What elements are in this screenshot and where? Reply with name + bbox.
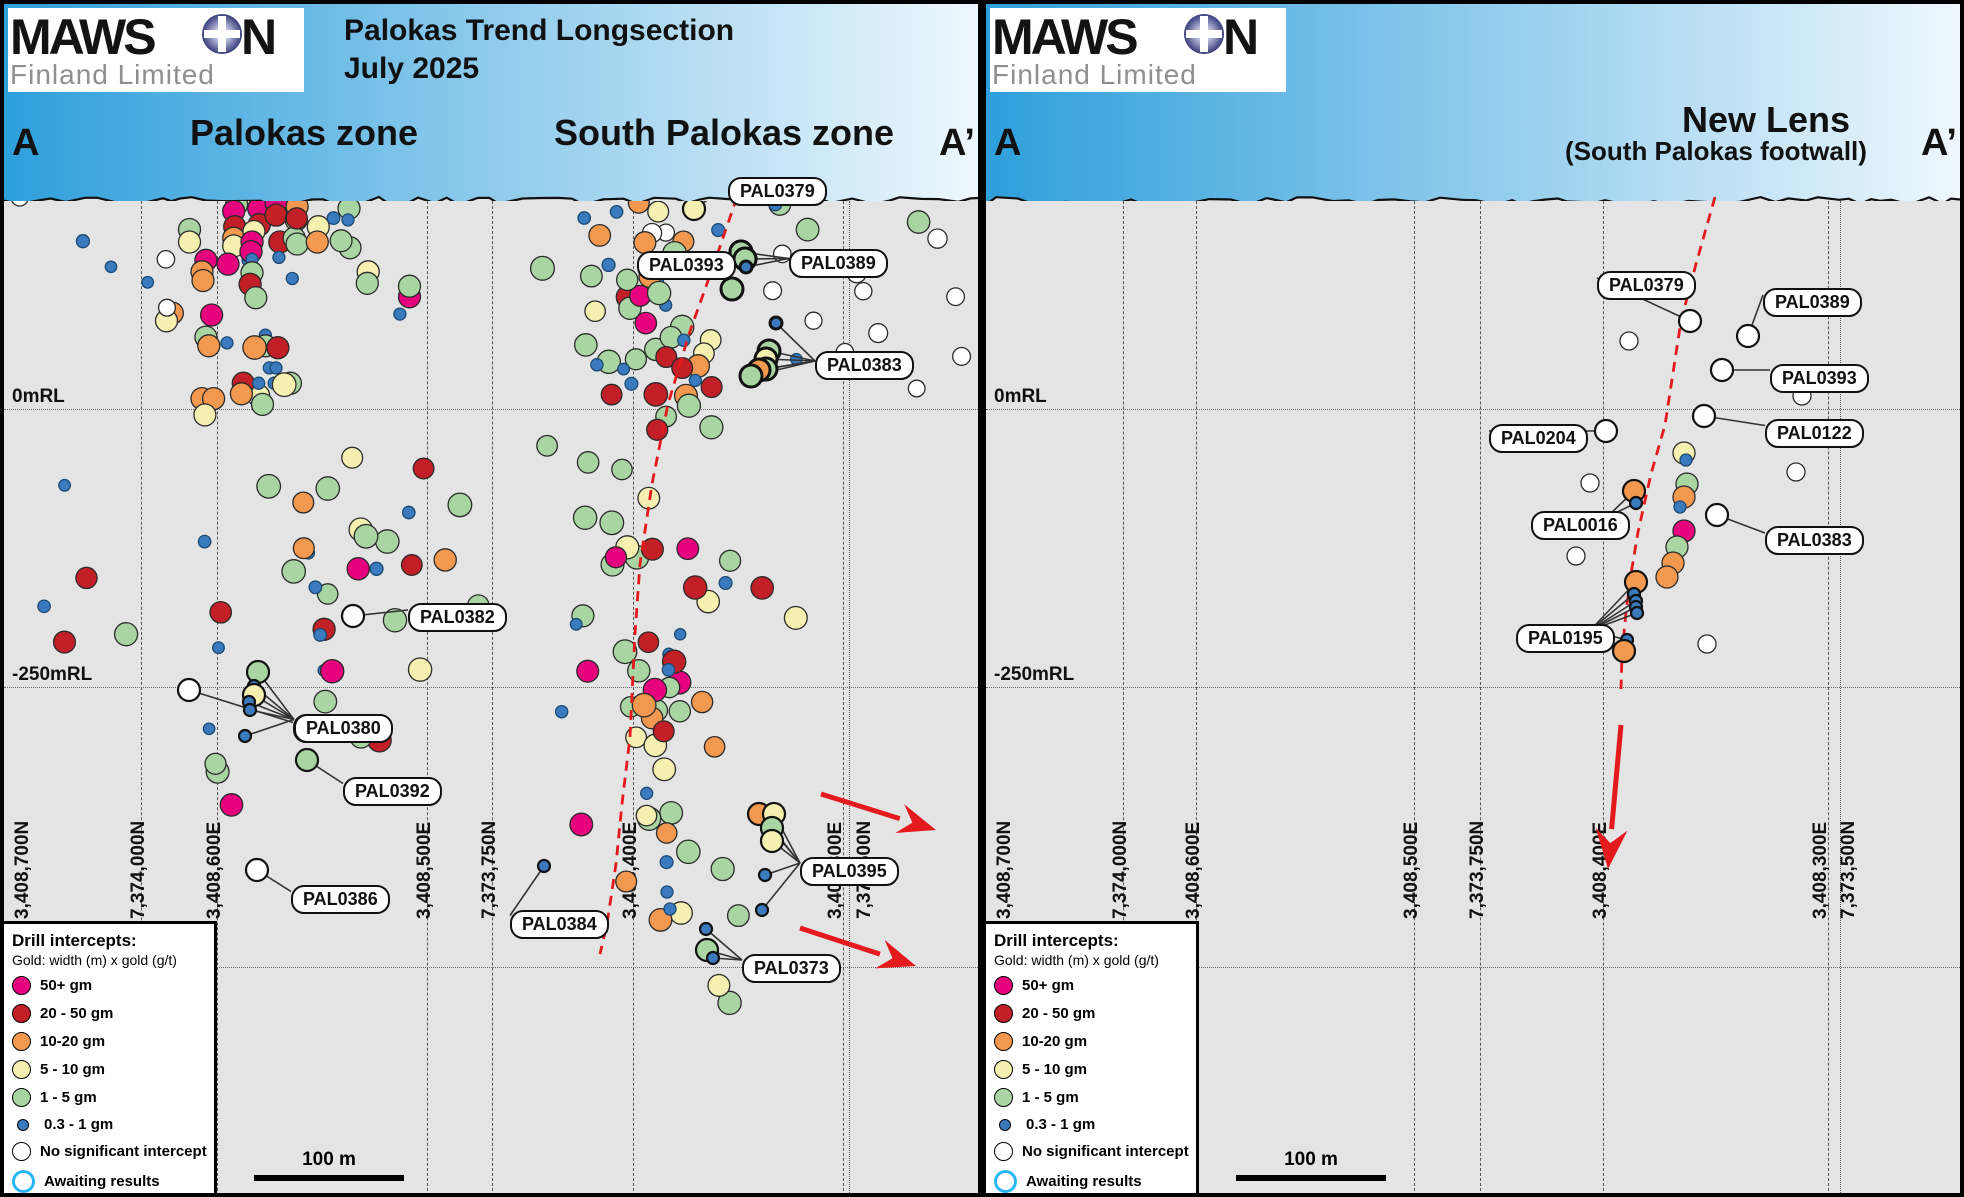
svg-text:MAWS: MAWS	[992, 9, 1137, 65]
svg-text:Finland Limited: Finland Limited	[992, 59, 1197, 90]
svg-text:N: N	[241, 9, 274, 65]
svg-text:MAWS: MAWS	[10, 9, 155, 65]
svg-text:Finland Limited: Finland Limited	[10, 59, 215, 90]
svg-text:N: N	[1223, 9, 1256, 65]
